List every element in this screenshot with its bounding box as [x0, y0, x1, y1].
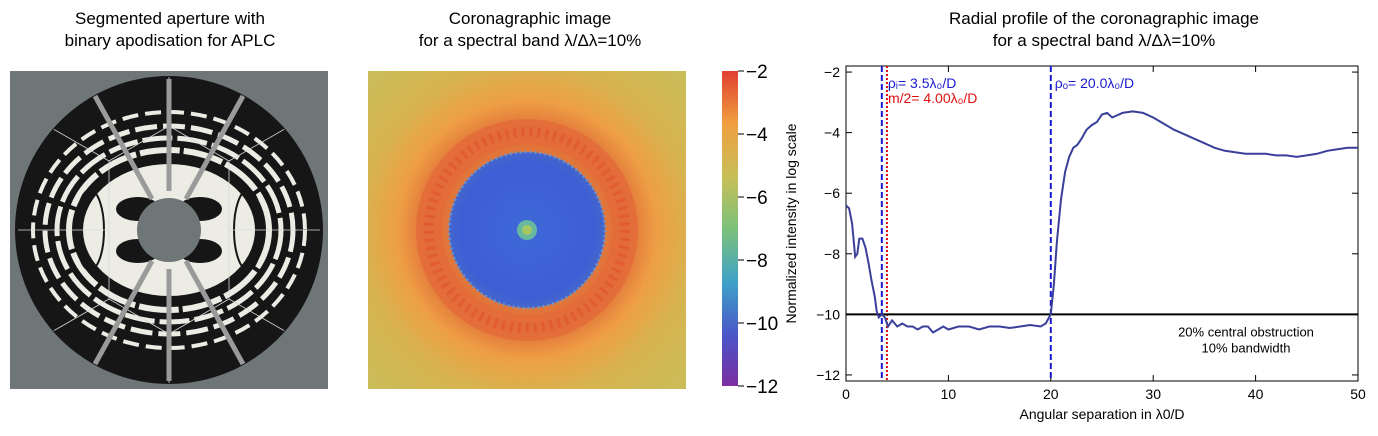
x-tick-label: 50 — [1350, 386, 1366, 402]
aperture-title-line1: Segmented aperture with — [75, 9, 265, 28]
x-tick-label: 30 — [1145, 386, 1161, 402]
colorbar-tick-label: −4 — [746, 125, 768, 146]
x-tick-label: 0 — [842, 386, 850, 402]
coronagraphic-image — [368, 71, 686, 389]
profile-panel-title: Radial profile of the coronagraphic imag… — [830, 8, 1378, 52]
colorbar-tick-label: −6 — [746, 188, 768, 209]
colorbar-tick-label: −10 — [746, 314, 778, 335]
rho-i-label: ρᵢ= 3.5λ₀/D — [888, 75, 957, 91]
y-tick-label: −12 — [816, 367, 840, 383]
x-tick-label: 40 — [1248, 386, 1264, 402]
rho-o-label: ρₒ= 20.0λ₀/D — [1055, 75, 1134, 91]
radial-profile-chart: 0 10 20 30 40 50 −2 −4 −6 −8 −10 −12 ρᵢ= 3.5λ₀/D m/… — [783, 64, 1366, 422]
y-tick-label: −10 — [816, 306, 840, 322]
coronagraph-title-line1: Coronagraphic image — [448, 9, 612, 28]
coronagraph-panel-title: Coronagraphic image for a spectral band … — [360, 8, 700, 52]
bandwidth-annotation: 10% bandwidth — [1202, 340, 1291, 355]
radial-profile-line — [845, 110, 1358, 334]
spider-vanes — [92, 79, 246, 381]
colorbar: −2 −4 −6 −8 −10 −12 — [722, 62, 778, 398]
colorbar-tick-label: −12 — [746, 377, 778, 398]
aperture-title-line2: binary apodisation for APLC — [64, 31, 276, 50]
coronagraph-title-line2: for a spectral band λ/Δλ=10% — [418, 31, 642, 50]
central-obstruction — [137, 198, 201, 262]
m2-label: m/2= 4.00λ₀/D — [888, 90, 977, 106]
y-tick-label: −2 — [824, 64, 840, 80]
profile-title-line2: for a spectral band λ/Δλ=10% — [992, 31, 1216, 50]
segmented-aperture-image — [10, 71, 328, 389]
colorbar-tick-label: −8 — [746, 251, 768, 272]
colorbar-tick-label: −2 — [746, 62, 768, 83]
y-tick-label: −8 — [824, 246, 840, 262]
y-tick-label: −6 — [824, 185, 840, 201]
obstruction-annotation: 20% central obstruction — [1178, 324, 1314, 339]
colorbar-gradient — [722, 71, 738, 386]
y-axis-label: Normalized intensity in log scale — [783, 123, 799, 323]
aperture-panel-title: Segmented aperture with binary apodisati… — [0, 8, 340, 52]
x-axis-label: Angular separation in λ0/D — [1020, 406, 1185, 422]
x-tick-label: 20 — [1043, 386, 1059, 402]
profile-title-line1: Radial profile of the coronagraphic imag… — [949, 9, 1259, 28]
plot-frame — [845, 65, 1359, 382]
x-tick-label: 10 — [941, 386, 957, 402]
y-tick-label: −4 — [824, 125, 840, 141]
